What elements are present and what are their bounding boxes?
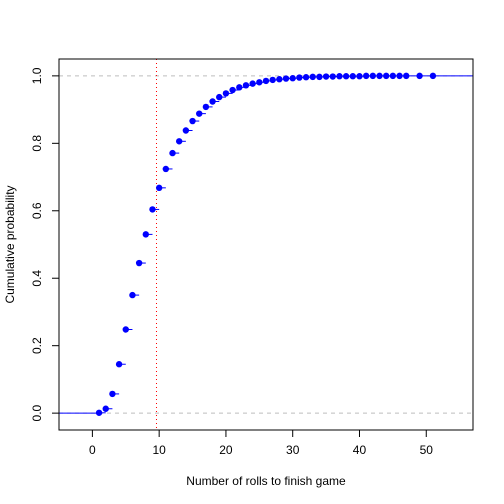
data-point <box>309 73 316 81</box>
y-tick-label: 1.0 <box>30 67 44 84</box>
data-point <box>336 73 343 80</box>
data-point <box>169 149 176 157</box>
data-point <box>256 79 263 86</box>
y-axis: 0.0 0.2 0.4 0.6 0.8 1.0 <box>30 67 60 421</box>
data-point <box>102 405 109 412</box>
data-point <box>122 326 129 333</box>
data-point <box>196 110 203 117</box>
data-point <box>369 72 377 80</box>
data-point <box>429 72 437 80</box>
data-point <box>209 98 216 105</box>
data-point <box>376 72 383 80</box>
x-tick-label: 50 <box>420 443 434 457</box>
x-tick-label: 30 <box>286 443 300 457</box>
y-tick-label: 0.8 <box>30 135 44 152</box>
data-point <box>356 73 363 80</box>
data-point <box>135 259 143 267</box>
data-point <box>269 76 276 84</box>
data-point <box>302 74 310 81</box>
data-point <box>216 93 223 101</box>
data-point <box>249 80 256 87</box>
x-tick-label: 0 <box>89 443 96 457</box>
x-tick-label: 20 <box>219 443 233 457</box>
x-tick-label: 40 <box>353 443 367 457</box>
data-point <box>202 103 210 111</box>
y-tick-label: 0.2 <box>30 337 44 354</box>
data-point <box>276 76 283 83</box>
data-points <box>95 72 437 416</box>
data-point <box>342 73 350 80</box>
data-point <box>329 73 336 80</box>
data-point <box>396 72 403 80</box>
data-point <box>162 165 170 173</box>
data-point <box>416 72 423 80</box>
y-tick-label: 0.4 <box>30 270 44 287</box>
x-axis-title: Number of rolls to finish game <box>186 474 346 488</box>
data-point <box>229 86 236 94</box>
data-point <box>322 73 330 80</box>
data-point <box>242 82 250 89</box>
data-point <box>175 138 183 145</box>
data-point <box>282 75 290 82</box>
data-point <box>289 75 296 82</box>
data-point <box>129 291 136 299</box>
data-point <box>382 72 390 80</box>
data-point <box>149 206 156 213</box>
data-point <box>142 231 150 238</box>
data-point <box>236 84 243 91</box>
data-point <box>109 390 116 398</box>
x-axis: 0 10 20 30 40 50 <box>89 429 434 457</box>
y-tick-label: 0.6 <box>30 202 44 219</box>
data-point <box>349 73 357 80</box>
data-point <box>115 361 123 368</box>
y-axis-title: Cumulative probability <box>3 185 17 303</box>
data-point <box>95 409 103 416</box>
data-point <box>296 74 303 81</box>
data-point <box>362 72 370 80</box>
data-point <box>403 72 410 80</box>
data-point <box>182 127 190 134</box>
data-point <box>316 73 323 81</box>
data-point <box>155 184 163 192</box>
data-point <box>189 117 196 125</box>
data-point <box>389 72 397 80</box>
data-point <box>222 90 230 97</box>
x-tick-label: 10 <box>152 443 166 457</box>
y-tick-label: 0.0 <box>30 404 44 421</box>
data-point <box>262 77 270 85</box>
